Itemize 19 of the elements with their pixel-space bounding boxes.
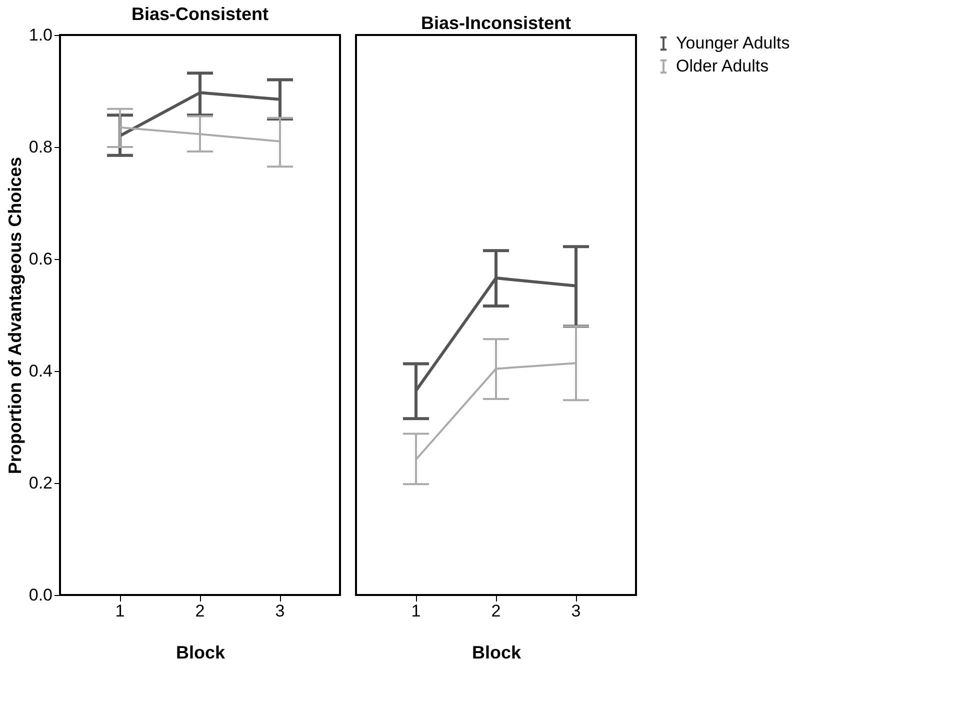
chart-title: Bias-Inconsistent	[420, 13, 572, 33]
x-tick-label: 3	[275, 602, 285, 620]
y-tick-label: 1.0	[28, 26, 52, 44]
y-tick-label: 0.0	[28, 586, 52, 604]
y-tick-label: 0.4	[28, 362, 52, 380]
x-axis-title: Block	[176, 642, 226, 662]
y-tick-label: 0.8	[28, 138, 52, 156]
y-axis-title: Proportion of Advantageous Choices	[4, 156, 25, 474]
x-tick-label: 1	[411, 602, 421, 620]
x-axis-title: Block	[472, 642, 522, 662]
x-tick-label: 2	[491, 602, 501, 620]
y-tick-label: 0.2	[28, 474, 52, 492]
legend-label: Older Adults	[676, 56, 769, 76]
x-tick-label: 2	[195, 602, 205, 620]
x-tick-label: 3	[571, 602, 581, 620]
chart-title: Bias-Consistent	[131, 4, 269, 24]
legend-label: Younger Adults	[676, 34, 790, 52]
y-tick-label: 0.6	[28, 250, 52, 268]
x-tick-label: 1	[115, 602, 125, 620]
